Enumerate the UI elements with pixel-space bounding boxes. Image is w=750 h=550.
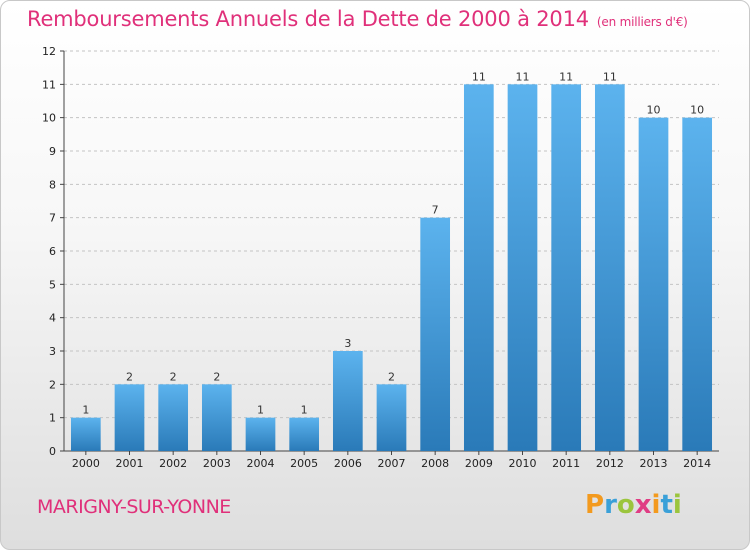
brand-letter: t [660, 490, 673, 520]
brand-letter: i [672, 490, 682, 520]
y-tick-label: 6 [49, 245, 56, 258]
y-tick-label: 1 [49, 412, 56, 425]
y-tick-label: 11 [42, 78, 56, 91]
bar [376, 384, 407, 451]
chart-subtitle: (en milliers d'€) [596, 15, 688, 29]
bar [682, 117, 713, 452]
bar-value-label: 1 [301, 404, 308, 417]
place-name: MARIGNY-SUR-YONNE [37, 496, 231, 518]
x-tick-label: 2008 [421, 457, 449, 470]
y-tick-label: 9 [49, 145, 56, 158]
bar-value-label: 1 [82, 404, 89, 417]
bar [638, 117, 669, 452]
bar-value-label: 10 [690, 104, 704, 117]
x-tick-label: 2014 [683, 457, 711, 470]
bar-value-label: 2 [213, 370, 220, 383]
bar [594, 84, 625, 451]
y-tick-label: 3 [49, 345, 56, 358]
bar [507, 84, 538, 451]
x-tick-label: 2011 [552, 457, 580, 470]
x-tick-label: 2005 [290, 457, 318, 470]
brand-letter: o [616, 490, 635, 520]
bar-value-label: 7 [432, 204, 439, 217]
x-tick-label: 2004 [247, 457, 275, 470]
bar [420, 217, 451, 451]
x-tick-label: 2000 [72, 457, 100, 470]
y-tick-label: 4 [49, 312, 56, 325]
brand-letter: r [604, 490, 617, 520]
chart-title: Remboursements Annuels de la Dette de 20… [27, 7, 688, 31]
brand-letter: x [634, 490, 652, 520]
y-tick-label: 12 [42, 45, 56, 58]
brand-letter: P [585, 490, 605, 520]
bar-value-label: 11 [603, 70, 617, 83]
bar [158, 384, 189, 451]
bar [114, 384, 145, 451]
bar [201, 384, 232, 451]
bar-value-label: 11 [559, 70, 573, 83]
x-tick-label: 2009 [465, 457, 493, 470]
bar-value-label: 2 [170, 370, 177, 383]
y-tick-label: 8 [49, 178, 56, 191]
x-tick-label: 2010 [509, 457, 537, 470]
x-tick-label: 2003 [203, 457, 231, 470]
brand-logo: Proxiti [585, 490, 682, 520]
bar-value-label: 11 [472, 70, 486, 83]
bar-value-label: 2 [126, 370, 133, 383]
y-tick-label: 7 [49, 212, 56, 225]
y-tick-label: 2 [49, 378, 56, 391]
bar-value-label: 3 [344, 337, 351, 350]
bar [70, 417, 101, 451]
bar [245, 417, 276, 451]
y-tick-label: 10 [42, 112, 56, 125]
bars [70, 84, 713, 452]
x-tick-label: 2013 [640, 457, 668, 470]
x-tick-label: 2007 [378, 457, 406, 470]
chart-title-text: Remboursements Annuels de la Dette de 20… [27, 7, 589, 31]
labels: 1 2000 2 2001 2 2002 2 2003 1 2004 1 2005 3 2006 2 2007… [72, 70, 711, 470]
bar-value-label: 2 [388, 370, 395, 383]
bar-value-label: 10 [647, 104, 661, 117]
bar [289, 417, 320, 451]
bar [463, 84, 494, 451]
bar-value-label: 11 [516, 70, 530, 83]
y-tick-label: 0 [49, 445, 56, 458]
x-tick-label: 2001 [116, 457, 144, 470]
bar-value-label: 1 [257, 404, 264, 417]
x-tick-label: 2002 [159, 457, 187, 470]
bar [332, 351, 363, 451]
bar [551, 84, 582, 451]
x-tick-label: 2012 [596, 457, 624, 470]
y-tick-label: 5 [49, 278, 56, 291]
brand-letter: i [651, 490, 661, 520]
x-tick-label: 2006 [334, 457, 362, 470]
